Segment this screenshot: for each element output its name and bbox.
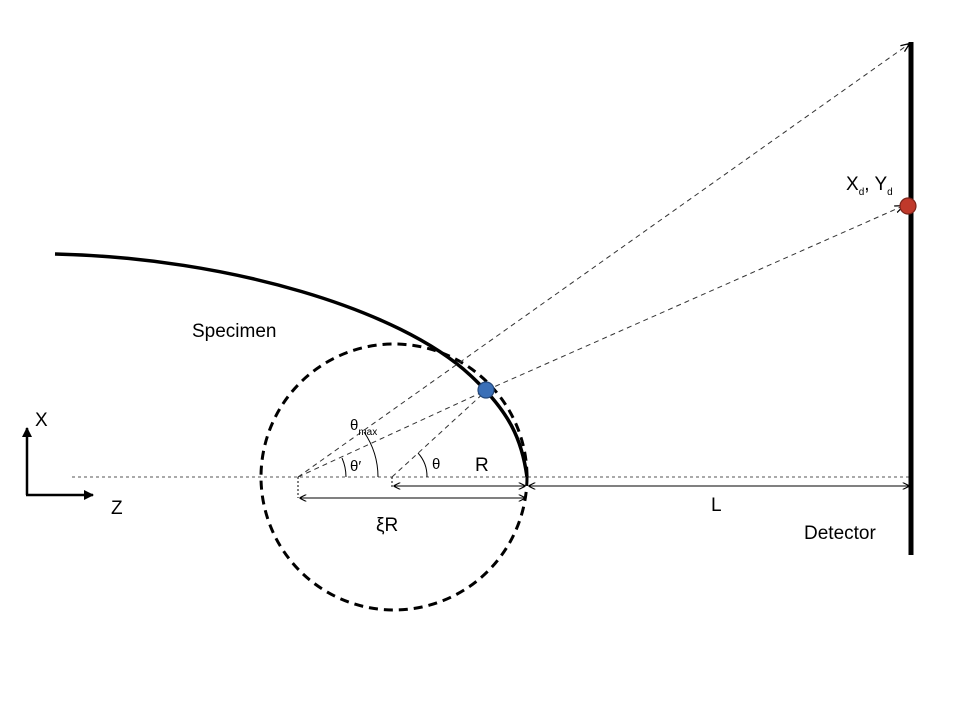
theta-label: θ bbox=[432, 456, 440, 473]
theta-prime-arc bbox=[341, 457, 347, 478]
axis-z-label: Z bbox=[111, 498, 123, 519]
ray-projection-center-to-point bbox=[297, 389, 488, 478]
xi-r-label: ξR bbox=[376, 515, 398, 536]
detector-coordinates-label: Xd, Yd bbox=[846, 174, 893, 198]
det-separator: , bbox=[864, 174, 874, 195]
detector-impact-point bbox=[899, 197, 917, 215]
detector-label: Detector bbox=[804, 523, 876, 544]
axis-x-label: X bbox=[35, 410, 48, 431]
det-y-symbol: Y bbox=[874, 174, 887, 195]
theta-max-arc bbox=[363, 431, 379, 478]
specimen-label: Specimen bbox=[192, 321, 277, 342]
ray-projection-point-to-detector bbox=[486, 206, 903, 391]
specimen-surface-curve bbox=[54, 252, 529, 478]
theta-max-subscript: max bbox=[358, 427, 377, 438]
ray-radius-center-to-point bbox=[391, 389, 488, 478]
theta-prime-label: θ′ bbox=[350, 458, 361, 475]
det-x-symbol: X bbox=[846, 174, 859, 195]
radius-label: R bbox=[475, 455, 489, 476]
ray-max-projection bbox=[297, 44, 909, 478]
det-y-subscript: d bbox=[887, 187, 893, 198]
theta-arc bbox=[417, 452, 428, 478]
det-x-subscript: d bbox=[859, 187, 865, 198]
theta-max-label: θmax bbox=[350, 417, 377, 438]
emission-point bbox=[477, 381, 495, 399]
distance-l-label: L bbox=[711, 495, 722, 516]
theta-max-symbol: θ bbox=[350, 417, 358, 434]
